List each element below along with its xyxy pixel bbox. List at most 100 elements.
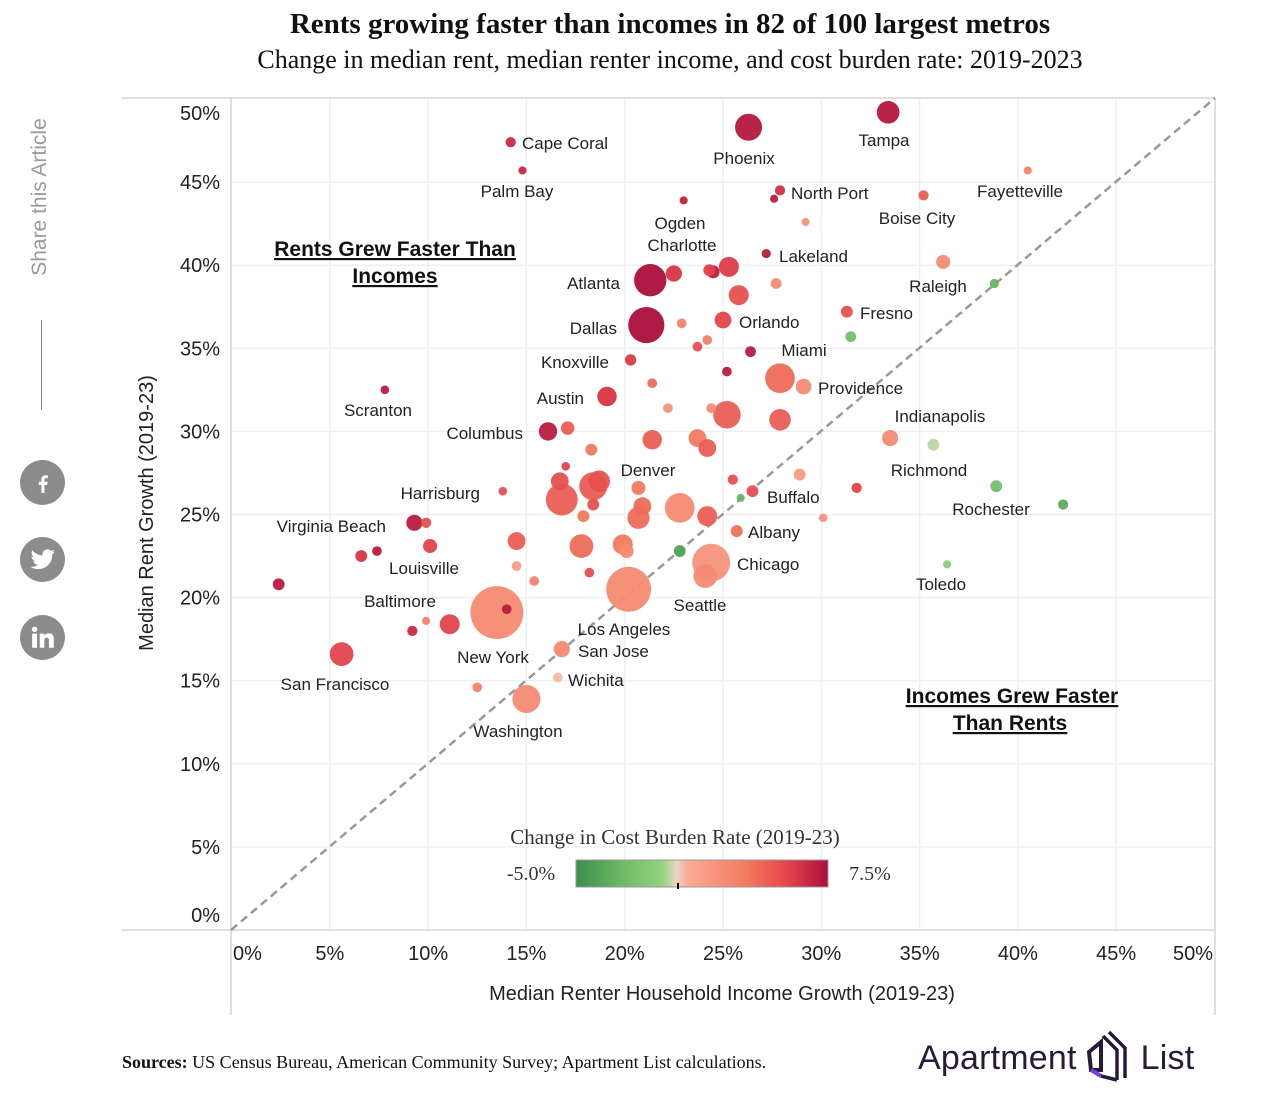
data-point[interactable] — [355, 550, 368, 562]
data-point-washington[interactable] — [512, 684, 541, 714]
data-point[interactable] — [851, 482, 862, 494]
data-point-orlando[interactable] — [714, 311, 732, 329]
data-point[interactable] — [722, 366, 732, 377]
data-point[interactable] — [511, 561, 522, 571]
facebook-share-button[interactable] — [20, 460, 65, 505]
data-point-albany[interactable] — [730, 525, 743, 538]
data-point[interactable] — [633, 497, 652, 516]
data-point-baltimore[interactable] — [439, 614, 460, 635]
data-point[interactable] — [727, 474, 738, 485]
data-point-columbus[interactable] — [538, 422, 558, 441]
data-point[interactable] — [619, 544, 634, 559]
data-point[interactable] — [845, 331, 857, 343]
data-point[interactable] — [770, 194, 779, 203]
data-point[interactable] — [793, 468, 806, 481]
data-point[interactable] — [664, 493, 695, 523]
data-point[interactable] — [631, 480, 646, 495]
data-point[interactable] — [545, 483, 578, 516]
data-point[interactable] — [718, 256, 739, 277]
data-point-charlotte[interactable] — [665, 265, 682, 282]
data-point-lakeland[interactable] — [761, 248, 771, 259]
data-point-los-angeles[interactable] — [606, 566, 652, 612]
point-label: Raleigh — [909, 277, 967, 296]
data-point[interactable] — [801, 217, 810, 227]
data-point[interactable] — [272, 578, 285, 591]
data-point-toledo[interactable] — [943, 560, 952, 569]
data-point-seattle[interactable] — [673, 545, 686, 558]
data-point[interactable] — [770, 278, 782, 289]
data-point[interactable] — [703, 264, 716, 277]
data-point-north-port[interactable] — [774, 185, 786, 196]
data-point[interactable] — [501, 604, 512, 615]
data-point-ogden[interactable] — [679, 196, 688, 205]
data-point[interactable] — [560, 421, 575, 435]
data-point-boise-city[interactable] — [918, 190, 929, 201]
data-point[interactable] — [561, 461, 571, 471]
data-point[interactable] — [647, 378, 658, 389]
data-point-tampa[interactable] — [876, 100, 900, 124]
point-label: Lakeland — [779, 247, 848, 266]
data-point-harrisburg[interactable] — [498, 486, 508, 496]
data-point-fresno[interactable] — [840, 305, 853, 318]
data-point[interactable] — [587, 498, 600, 511]
data-point[interactable] — [577, 510, 590, 523]
point-label: Buffalo — [767, 488, 820, 507]
data-point[interactable] — [989, 278, 999, 289]
data-point-richmond[interactable] — [927, 438, 940, 451]
data-point-buffalo[interactable] — [746, 485, 759, 498]
data-point[interactable] — [642, 429, 662, 450]
data-point-new-york[interactable] — [470, 586, 524, 640]
y-tick-label: 30% — [180, 421, 220, 443]
data-point[interactable] — [407, 625, 418, 636]
data-point-san-francisco[interactable] — [329, 642, 354, 666]
data-point[interactable] — [1057, 499, 1069, 510]
data-point[interactable] — [372, 546, 382, 556]
data-point-miami[interactable] — [745, 346, 756, 358]
linkedin-icon — [31, 626, 54, 648]
data-point[interactable] — [697, 506, 718, 527]
data-point-knoxville[interactable] — [624, 354, 637, 366]
data-point[interactable] — [692, 341, 703, 352]
data-point-dallas[interactable] — [628, 306, 665, 344]
data-point-fayetteville[interactable] — [1023, 166, 1032, 175]
data-point[interactable] — [676, 318, 687, 329]
data-point[interactable] — [713, 401, 741, 429]
data-point[interactable] — [422, 616, 431, 625]
data-point[interactable] — [698, 439, 717, 457]
data-point-indianapolis[interactable] — [882, 429, 899, 447]
data-point-atlanta[interactable] — [634, 263, 667, 297]
data-point[interactable] — [765, 363, 795, 394]
data-point[interactable] — [818, 513, 828, 523]
apartment-list-logo[interactable]: Apartment List — [918, 1030, 1194, 1086]
data-point[interactable] — [569, 534, 594, 558]
data-point-palm-bay[interactable] — [518, 166, 527, 175]
data-point-cape-coral[interactable] — [505, 137, 516, 148]
data-point[interactable] — [728, 285, 749, 306]
data-point[interactable] — [550, 472, 569, 491]
data-point-wichita[interactable] — [552, 672, 563, 683]
data-point[interactable] — [663, 403, 673, 413]
data-point-scranton[interactable] — [380, 385, 390, 395]
linkedin-share-button[interactable] — [20, 615, 65, 660]
data-point-denver[interactable] — [588, 470, 610, 493]
data-point-virginia-beach[interactable] — [406, 514, 423, 531]
twitter-share-button[interactable] — [20, 537, 65, 582]
data-point[interactable] — [584, 567, 595, 578]
data-point[interactable] — [472, 682, 483, 693]
data-point-phoenix[interactable] — [735, 113, 763, 141]
data-point[interactable] — [769, 408, 791, 431]
data-point-austin[interactable] — [597, 386, 617, 407]
data-point-providence[interactable] — [795, 378, 812, 395]
data-point[interactable] — [421, 517, 432, 528]
data-point[interactable] — [736, 493, 745, 502]
data-point[interactable] — [702, 335, 713, 345]
data-point-rochester[interactable] — [990, 480, 1003, 493]
data-point[interactable] — [507, 532, 526, 551]
data-point-san-jose[interactable] — [553, 641, 570, 658]
data-point-louisville[interactable] — [423, 539, 438, 554]
data-point[interactable] — [706, 403, 717, 413]
data-point[interactable] — [693, 564, 718, 588]
data-point[interactable] — [529, 576, 540, 586]
data-point[interactable] — [585, 443, 598, 456]
data-point-raleigh[interactable] — [936, 254, 951, 269]
